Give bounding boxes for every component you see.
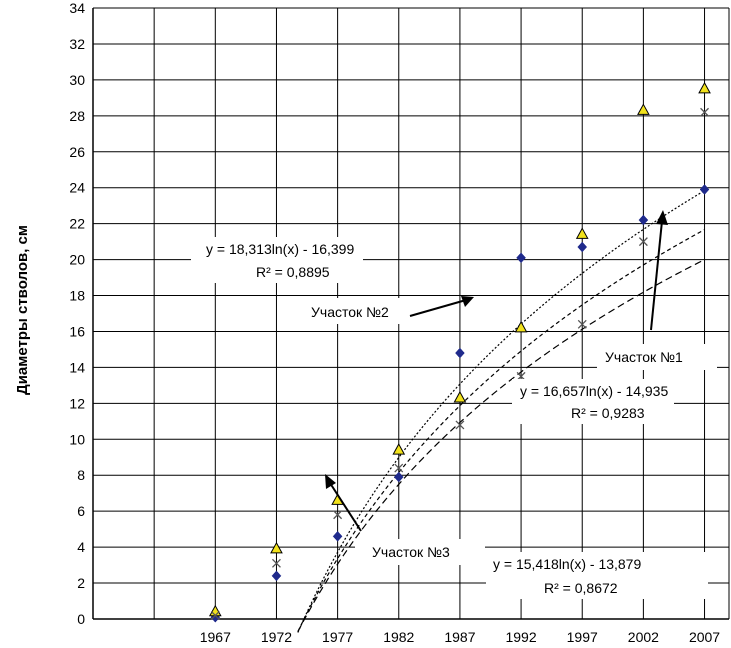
- triangle-point: [637, 103, 650, 115]
- y-tick-label: 20: [69, 252, 85, 268]
- triangle-point: [208, 604, 222, 617]
- y-tick-label: 16: [69, 323, 85, 339]
- x-tick-label: 2002: [628, 629, 659, 645]
- triangle-point: [270, 541, 283, 554]
- cross-stroke: [210, 610, 220, 620]
- x-tick-label: 2007: [689, 629, 720, 645]
- x-tick-label: 1967: [200, 629, 231, 645]
- y-tick-label: 10: [69, 431, 85, 447]
- y-tick-label: 14: [69, 359, 85, 375]
- x-tick-label: 1972: [261, 629, 292, 645]
- cross-point: [333, 510, 343, 520]
- diamond-point: [271, 570, 282, 582]
- plot-1-arrow-line: [650, 220, 663, 331]
- cross-stroke: [333, 510, 343, 520]
- cross-point: [210, 610, 220, 620]
- trend-3-label-bg: [486, 552, 708, 599]
- trendlines: [297, 190, 705, 633]
- y-tick-label: 0: [77, 611, 85, 627]
- plot-1-label: Участок №1: [605, 349, 683, 365]
- plot-2-arrow-line: [409, 299, 467, 317]
- plot-3-label-bg: [355, 539, 485, 565]
- plot-1-label-bg: [597, 344, 717, 370]
- plot-3-label: Участок №3: [372, 544, 450, 560]
- diamond-point: [516, 252, 526, 264]
- trend-1-r2: R² = 0,9283: [571, 405, 645, 421]
- plot-2-arrow-head: [461, 296, 474, 307]
- x-tick-label: 1982: [383, 629, 414, 645]
- trend-2-label-bg: [191, 237, 363, 283]
- diamond-point: [455, 347, 465, 359]
- y-tick-label: 24: [69, 180, 85, 196]
- diamond-point: [332, 530, 343, 542]
- y-tick-label: 30: [69, 72, 85, 88]
- grid: [92, 7, 730, 620]
- plot-3-arrow-line: [329, 482, 362, 532]
- cross-point: [700, 107, 709, 117]
- plot-3-arrow-head: [325, 474, 336, 489]
- cross-stroke: [700, 107, 709, 117]
- trendline-2: [297, 229, 705, 632]
- trendline-3: [297, 259, 705, 632]
- triangle-point: [392, 443, 406, 455]
- cross-point: [638, 237, 648, 247]
- trendline-1: [297, 190, 705, 633]
- cross-stroke: [455, 420, 465, 430]
- cross-point: [394, 463, 404, 473]
- triangle-point: [514, 320, 528, 333]
- y-tick-label: 28: [69, 108, 85, 124]
- trend-1-equation: y = 16,657ln(x) - 14,935: [520, 383, 668, 399]
- y-tick-label: 4: [77, 539, 85, 555]
- y-tick-label: 22: [69, 216, 85, 232]
- plot-2-label-bg: [300, 298, 408, 324]
- trend-1-label-bg: [512, 379, 674, 424]
- trend-3-equation: y = 15,418ln(x) - 13,879: [493, 556, 641, 572]
- triangle-point: [453, 390, 467, 403]
- diamond-point: [699, 184, 710, 195]
- cross-stroke: [577, 319, 587, 329]
- diamond-point: [577, 241, 588, 253]
- y-tick-label: 26: [69, 144, 85, 160]
- y-tick-label: 32: [69, 36, 85, 52]
- trend-2-equation: y = 18,313ln(x) - 16,399: [206, 241, 354, 257]
- cross-stroke: [272, 558, 281, 568]
- y-axis-label: Диаметры стволов, см: [14, 225, 31, 395]
- triangle-point: [575, 227, 589, 239]
- cross-stroke: [394, 463, 404, 473]
- x-tick-label: 1977: [322, 629, 353, 645]
- cross-point: [455, 420, 465, 430]
- y-tick-label: 12: [69, 395, 85, 411]
- x-tick-label: 1987: [444, 629, 475, 645]
- cross-point: [577, 319, 587, 329]
- plot-1-arrow-head: [656, 210, 668, 225]
- trend-3-r2: R² = 0,8672: [544, 580, 618, 596]
- y-tick-label: 18: [69, 288, 85, 304]
- triangle-point: [698, 81, 711, 94]
- diamond-point: [638, 214, 649, 226]
- x-tick-label: 1992: [505, 629, 536, 645]
- cross-stroke: [638, 237, 648, 247]
- y-tick-label: 34: [69, 0, 85, 16]
- y-tick-label: 8: [77, 467, 85, 483]
- y-tick-label: 6: [77, 503, 85, 519]
- x-tick-label: 1997: [567, 629, 598, 645]
- plot-2-label: Участок №2: [311, 304, 389, 320]
- trend-2-r2: R² = 0,8895: [256, 264, 330, 280]
- data-points: [208, 81, 711, 623]
- y-tick-label: 2: [77, 575, 85, 591]
- diamond-point: [393, 471, 404, 483]
- axes: [92, 8, 729, 620]
- cross-point: [272, 558, 281, 568]
